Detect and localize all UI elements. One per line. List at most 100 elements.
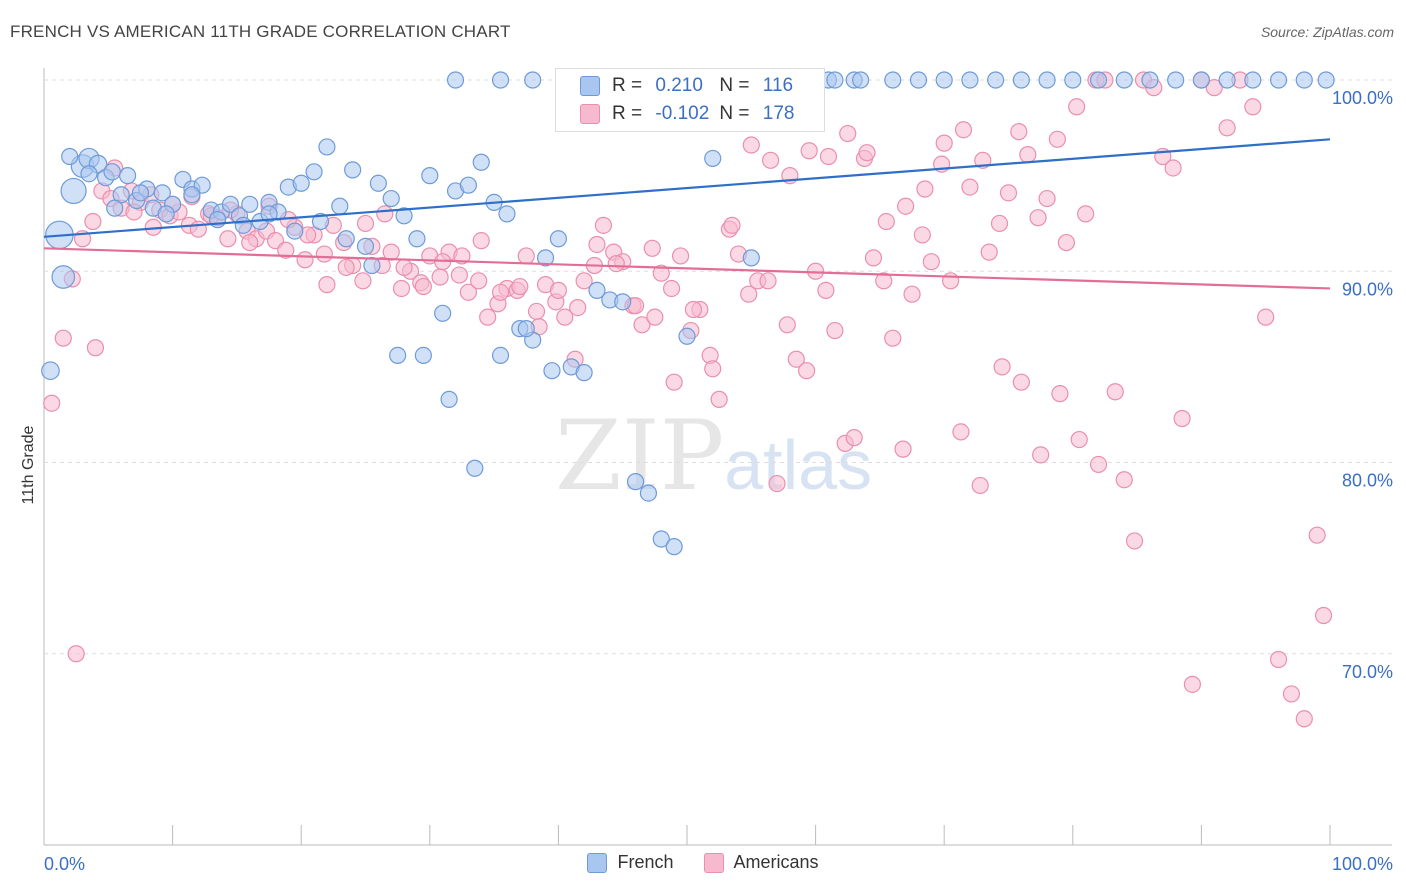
french-point xyxy=(318,138,336,156)
american-point xyxy=(491,283,510,301)
french-point xyxy=(395,207,413,225)
american-point xyxy=(84,212,102,231)
american-point xyxy=(1068,98,1086,116)
french-point xyxy=(665,538,683,556)
american-point xyxy=(954,121,973,139)
american-point xyxy=(845,429,863,447)
french-point xyxy=(241,195,259,213)
american-point xyxy=(1012,373,1030,391)
american-point xyxy=(1183,675,1201,693)
american-point xyxy=(800,142,818,160)
american-point xyxy=(241,233,259,252)
french-point xyxy=(678,327,696,345)
american-point xyxy=(1089,455,1108,474)
french-point xyxy=(987,71,1005,89)
american-point xyxy=(1106,383,1124,401)
american-point xyxy=(337,258,355,277)
french-point xyxy=(742,249,760,267)
american-point xyxy=(652,264,670,282)
american-point xyxy=(517,247,535,265)
american-point xyxy=(1244,98,1262,116)
american-point xyxy=(999,184,1018,202)
american-point xyxy=(1032,446,1050,464)
french-point xyxy=(421,167,439,185)
american-point xyxy=(684,300,703,319)
french-point xyxy=(459,176,477,194)
american-point xyxy=(913,226,931,244)
series-legend-americans[interactable]: Americans xyxy=(703,852,819,873)
french-point xyxy=(337,230,355,248)
american-point xyxy=(961,178,979,196)
american-point xyxy=(1057,233,1075,252)
american-point xyxy=(479,308,497,326)
american-point xyxy=(1115,471,1133,489)
american-point xyxy=(1038,189,1056,208)
american-point xyxy=(459,283,477,301)
american-point xyxy=(588,235,606,254)
american-point xyxy=(916,180,934,198)
y-tick-label: 90.0% xyxy=(1342,279,1393,299)
french-point xyxy=(41,361,60,381)
american-point xyxy=(453,247,471,265)
american-point xyxy=(189,220,207,238)
french-point xyxy=(1192,71,1211,89)
french-point xyxy=(1115,71,1133,89)
french-point xyxy=(1218,71,1236,89)
series-legend-french[interactable]: French xyxy=(587,852,674,873)
american-point xyxy=(633,316,651,334)
series-legend-label: French xyxy=(617,852,674,872)
chart-title: FRENCH VS AMERICAN 11TH GRADE CORRELATIO… xyxy=(10,22,511,41)
american-point xyxy=(884,329,902,347)
legend-n-label: N = xyxy=(719,103,750,124)
american-point xyxy=(742,136,760,154)
american-point xyxy=(839,124,857,143)
american-point xyxy=(864,249,883,267)
french-point xyxy=(382,189,400,208)
american-point xyxy=(382,243,400,261)
french-point xyxy=(221,195,240,213)
french-point xyxy=(234,216,252,234)
american-point xyxy=(1282,685,1301,703)
legend-n-value: 116 xyxy=(762,75,794,96)
french-point xyxy=(536,249,555,267)
american-point xyxy=(710,390,728,408)
american-point xyxy=(1308,526,1326,544)
french-point xyxy=(652,530,670,548)
legend-r-label: R = xyxy=(612,103,643,124)
american-point xyxy=(704,360,722,378)
french-point xyxy=(1064,71,1082,89)
french-point xyxy=(626,473,645,491)
american-point xyxy=(1029,209,1047,227)
american-point xyxy=(296,251,314,269)
american-point xyxy=(971,476,989,495)
american-point xyxy=(1295,710,1313,728)
french-point xyxy=(1141,71,1159,89)
french-point xyxy=(472,153,490,171)
american-point xyxy=(662,279,681,298)
american-point xyxy=(395,258,413,277)
french-point xyxy=(389,346,407,364)
american-point xyxy=(354,272,372,290)
legend-n-value: 178 xyxy=(762,103,795,124)
french-point xyxy=(466,459,484,477)
french-point xyxy=(183,186,201,204)
american-point xyxy=(952,423,970,441)
american-point xyxy=(1019,145,1037,164)
french-point xyxy=(434,304,452,322)
american-point xyxy=(472,232,490,250)
american-point xyxy=(671,247,690,265)
american-point xyxy=(1010,123,1028,141)
french-point xyxy=(524,71,542,89)
french-point xyxy=(491,71,510,89)
legend-r-value: 0.210 xyxy=(655,75,703,96)
french-point xyxy=(543,362,561,380)
french-point xyxy=(1244,71,1262,89)
american-trendline xyxy=(43,247,1331,290)
french-point xyxy=(614,293,632,311)
legend-swatch-french xyxy=(587,852,608,873)
american-point xyxy=(1257,308,1275,326)
french-point xyxy=(331,197,349,215)
american-point xyxy=(43,394,61,412)
french-point xyxy=(209,211,227,229)
